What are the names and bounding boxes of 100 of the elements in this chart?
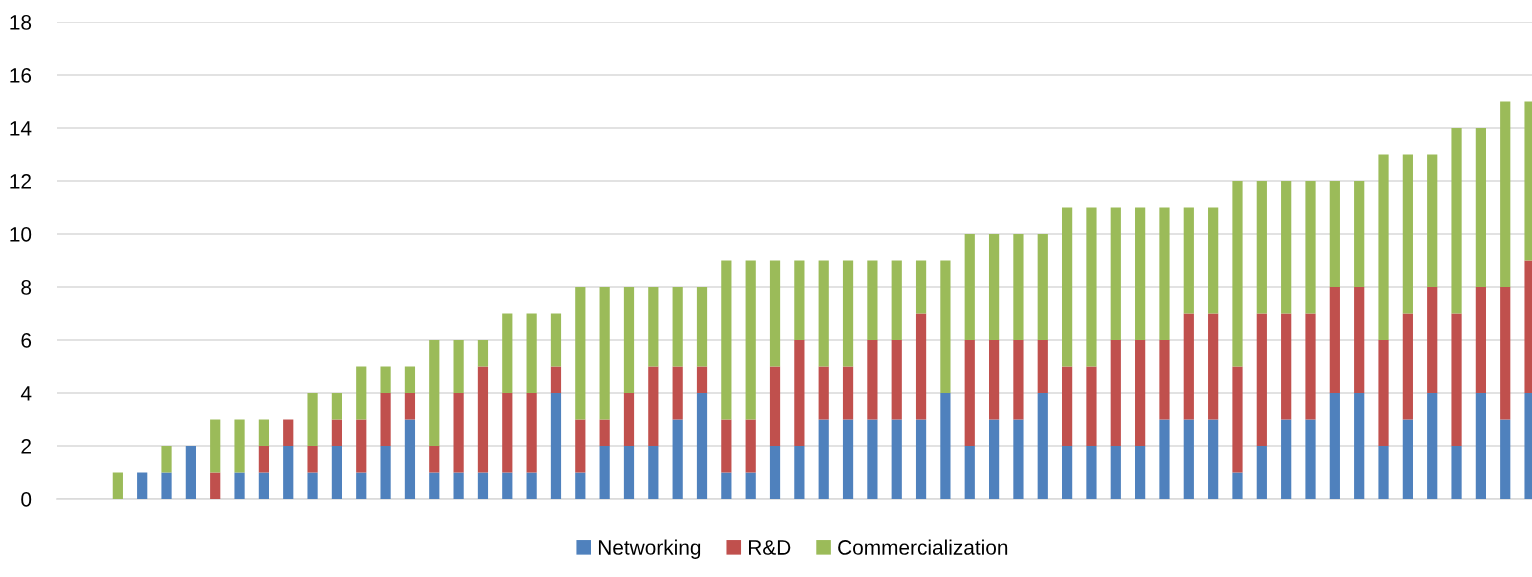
bar — [1281, 313, 1292, 420]
bar — [794, 260, 805, 340]
bar — [1159, 207, 1170, 340]
bar — [915, 313, 927, 420]
bar — [1451, 446, 1462, 499]
bar — [867, 260, 878, 340]
bar — [696, 393, 708, 499]
bar — [1354, 181, 1365, 287]
bar — [940, 260, 951, 393]
bar — [502, 393, 513, 473]
bar — [867, 419, 878, 499]
bar — [1110, 446, 1121, 499]
bar — [429, 472, 440, 499]
bar — [1037, 393, 1048, 499]
y-tick-label: 8 — [21, 280, 32, 295]
bar — [1232, 472, 1243, 499]
bar — [1183, 313, 1194, 420]
bar — [1402, 419, 1413, 499]
bar — [550, 366, 562, 393]
y-tick-label: 12 — [10, 174, 31, 189]
bar — [526, 313, 537, 393]
bar — [599, 446, 610, 499]
bar — [185, 446, 196, 499]
bar — [1232, 181, 1243, 367]
bar — [1378, 154, 1389, 340]
bar — [1402, 313, 1413, 420]
bar — [1135, 207, 1146, 340]
bar — [696, 366, 708, 393]
y-tick-label: 14 — [10, 121, 32, 136]
bar — [623, 287, 635, 393]
bar — [404, 393, 416, 420]
bar — [1110, 207, 1121, 340]
bar — [1329, 181, 1340, 287]
bar — [1110, 340, 1121, 446]
bar — [356, 472, 367, 499]
bar — [1378, 446, 1389, 499]
bar — [356, 419, 367, 473]
bar — [1013, 340, 1024, 420]
bar — [964, 446, 975, 499]
bar — [453, 472, 464, 499]
legend-label: R&D — [749, 540, 791, 555]
bar — [1427, 393, 1438, 499]
bar — [721, 472, 732, 499]
bar — [1329, 393, 1340, 499]
bar — [1475, 393, 1486, 499]
bar — [234, 472, 245, 499]
bar — [891, 419, 902, 499]
y-tick-label: 2 — [21, 439, 31, 454]
bar — [599, 419, 610, 446]
bar — [307, 472, 318, 499]
bar — [721, 419, 732, 473]
bar — [1427, 154, 1438, 287]
bar — [1305, 181, 1316, 314]
bar — [1183, 419, 1194, 499]
bar — [842, 419, 854, 499]
bar — [1037, 234, 1048, 340]
bar — [988, 340, 1000, 420]
legend-label: Networking — [598, 539, 701, 559]
bar — [234, 419, 245, 473]
bar — [1086, 207, 1097, 367]
bar — [1475, 287, 1486, 393]
bar — [794, 446, 805, 499]
bar — [575, 419, 586, 473]
bar — [1013, 234, 1024, 340]
bar — [1500, 419, 1511, 499]
bar — [161, 446, 172, 473]
bar — [842, 366, 854, 420]
bar — [161, 472, 172, 499]
y-tick-label: 10 — [10, 227, 32, 242]
bar — [380, 366, 391, 393]
bar — [745, 260, 756, 420]
bar — [575, 287, 586, 420]
bar — [769, 366, 781, 446]
bar — [258, 419, 269, 446]
bar — [404, 366, 416, 393]
y-tick-label: 18 — [10, 15, 32, 30]
bar — [672, 366, 683, 420]
bar — [964, 234, 975, 340]
bar — [1062, 366, 1073, 446]
bar — [477, 340, 489, 367]
bar — [307, 393, 318, 446]
bar — [1208, 419, 1219, 499]
bar — [1037, 340, 1048, 393]
bar — [915, 419, 927, 499]
bar — [769, 446, 781, 499]
bar — [721, 260, 732, 420]
bar — [794, 340, 805, 446]
bar — [648, 366, 659, 446]
bar — [453, 340, 464, 393]
bar — [1135, 340, 1146, 446]
bar — [1305, 313, 1316, 420]
bar — [526, 393, 537, 473]
legend-label: Commercialization — [838, 539, 1008, 555]
bar — [331, 419, 343, 446]
bar — [623, 446, 635, 499]
bar — [818, 260, 829, 367]
bar — [1062, 207, 1073, 367]
bar — [550, 313, 562, 367]
bar — [575, 472, 586, 499]
bar — [1086, 446, 1097, 499]
